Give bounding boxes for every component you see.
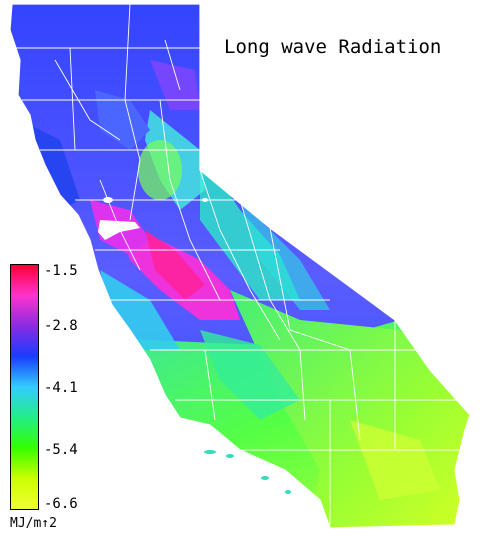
colorbar-tick: -1.5 bbox=[44, 263, 78, 279]
unit-label: MJ/m↑2 bbox=[10, 516, 57, 531]
colorbar-tick: -5.4 bbox=[44, 442, 78, 458]
colorbar bbox=[10, 264, 39, 510]
map-title: Long wave Radiation bbox=[224, 36, 442, 58]
state-outline bbox=[9, 3, 471, 529]
colorbar-tick: -4.1 bbox=[44, 380, 78, 396]
bay-and-lakes bbox=[98, 197, 208, 240]
channel-islands bbox=[204, 450, 291, 494]
colorbar-tick: -6.6 bbox=[44, 496, 78, 512]
colorbar-tick: -2.8 bbox=[44, 318, 78, 334]
